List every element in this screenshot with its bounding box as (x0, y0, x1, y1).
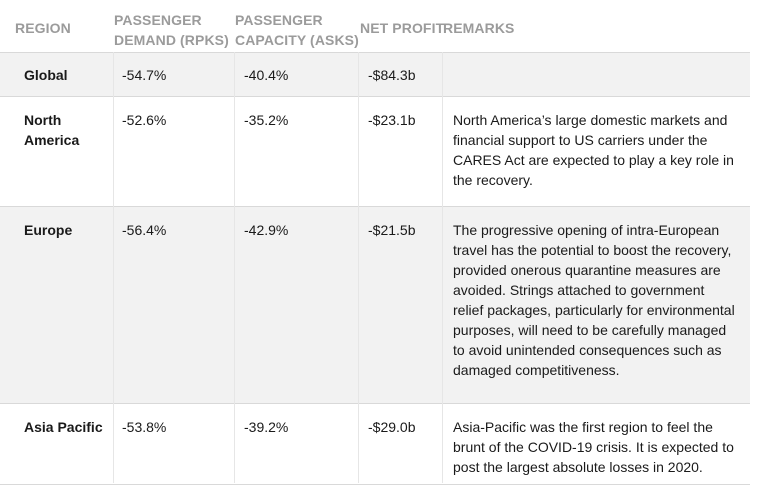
column-divider (442, 52, 443, 483)
capacity-cell: -39.2% (244, 417, 288, 437)
profit-cell: -$84.3b (368, 65, 415, 85)
header-remarks: REMARKS (443, 18, 514, 38)
region-cell: Europe (24, 220, 104, 240)
remarks-cell: North America’s large domestic markets a… (453, 110, 738, 190)
header-passenger-demand: PASSENGER DEMAND (RPKS) (114, 10, 229, 50)
demand-cell: -52.6% (122, 110, 166, 130)
profit-cell: -$23.1b (368, 110, 415, 130)
profit-cell: -$29.0b (368, 417, 415, 437)
demand-cell: -54.7% (122, 65, 166, 85)
profit-cell: -$21.5b (368, 220, 415, 240)
table-header: REGION PASSENGER DEMAND (RPKS) PASSENGER… (0, 0, 750, 53)
column-divider (358, 52, 359, 483)
header-capacity-line2: CAPACITY (ASKS) (235, 30, 359, 50)
region-cell: North America (24, 110, 104, 150)
header-capacity-line1: PASSENGER (235, 10, 359, 30)
column-divider (113, 52, 114, 483)
header-passenger-capacity: PASSENGER CAPACITY (ASKS) (235, 10, 359, 50)
header-net-profit: NET PROFIT (360, 18, 444, 38)
region-cell: Global (24, 65, 104, 85)
header-demand-line2: DEMAND (RPKS) (114, 30, 229, 50)
demand-cell: -53.8% (122, 417, 166, 437)
column-divider (234, 52, 235, 483)
capacity-cell: -40.4% (244, 65, 288, 85)
header-demand-line1: PASSENGER (114, 10, 229, 30)
remarks-cell: The progressive opening of intra-Europea… (453, 220, 738, 380)
capacity-cell: -42.9% (244, 220, 288, 240)
demand-cell: -56.4% (122, 220, 166, 240)
header-region: REGION (15, 18, 71, 38)
capacity-cell: -35.2% (244, 110, 288, 130)
region-cell: Asia Pacific (24, 417, 104, 437)
remarks-cell: Asia-Pacific was the first region to fee… (453, 417, 738, 477)
